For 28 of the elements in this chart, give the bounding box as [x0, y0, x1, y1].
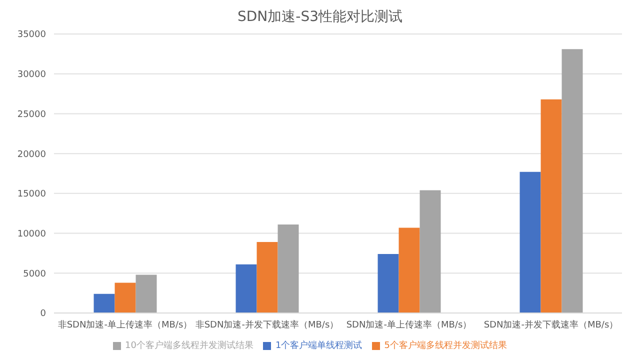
- bar: [398, 228, 420, 313]
- y-tick-label: 30000: [17, 70, 46, 80]
- y-tick-label: 15000: [17, 190, 46, 200]
- bar: [540, 99, 562, 313]
- bar: [94, 294, 115, 313]
- bar: [562, 49, 583, 313]
- y-tick-label: 35000: [17, 30, 46, 40]
- bar: [114, 282, 136, 313]
- bar: [420, 190, 441, 313]
- bar: [278, 224, 299, 313]
- x-tick-label: 非SDN加速-单上传速率（MB/s）: [58, 319, 192, 330]
- x-tick-label: SDN加速-单上传速率（MB/s）: [346, 319, 472, 330]
- y-tick-label: 10000: [17, 229, 46, 240]
- bar: [236, 264, 257, 313]
- legend-label: 5个客户端多线程并发测试结果: [384, 341, 507, 351]
- y-tick-label: 20000: [17, 150, 46, 160]
- legend-label: 1个客户端单线程测试: [275, 341, 362, 351]
- bar: [520, 172, 541, 313]
- bar: [378, 254, 399, 313]
- chart-title: SDN加速-S3性能对比测试: [236, 8, 404, 27]
- y-tick-label: 5000: [23, 269, 46, 280]
- x-tick-label: 非SDN加速-并发下载速率（MB/s）: [195, 319, 339, 330]
- x-tick-label: SDN加速-并发下载速率（MB/s）: [484, 319, 618, 330]
- bar: [256, 242, 278, 313]
- y-tick-label: 25000: [17, 110, 46, 120]
- legend-label: 10个客户端多线程并发测试结果: [125, 341, 254, 351]
- bar: [136, 274, 157, 313]
- y-tick-label: 0: [40, 309, 46, 320]
